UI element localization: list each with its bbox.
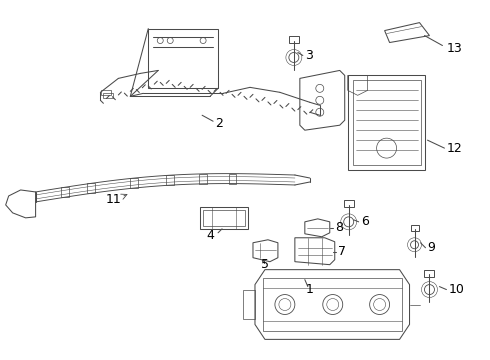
Text: 3: 3: [305, 49, 313, 62]
Text: 1: 1: [306, 283, 314, 296]
Bar: [411, 225, 418, 231]
Text: 11: 11: [105, 193, 121, 206]
Text: 4: 4: [206, 229, 214, 242]
Text: 2: 2: [215, 117, 223, 130]
Bar: [348, 75, 425, 170]
Text: 5: 5: [261, 258, 269, 271]
Bar: [424, 270, 435, 276]
Bar: [103, 93, 113, 98]
Text: 13: 13: [446, 42, 462, 55]
Bar: [101, 90, 111, 95]
Bar: [130, 178, 138, 188]
Bar: [200, 207, 248, 229]
Bar: [263, 278, 401, 332]
Text: 8: 8: [335, 221, 343, 234]
Bar: [243, 289, 255, 319]
Bar: [343, 200, 354, 207]
Bar: [289, 36, 299, 42]
Bar: [199, 174, 207, 184]
Bar: [87, 183, 96, 193]
Text: 10: 10: [448, 283, 465, 296]
Bar: [228, 174, 237, 184]
Text: 7: 7: [338, 245, 346, 258]
Bar: [166, 175, 174, 185]
Bar: [61, 187, 69, 197]
Text: 12: 12: [446, 141, 462, 155]
Text: 6: 6: [361, 215, 368, 228]
Bar: [203, 210, 245, 226]
Bar: [353, 80, 420, 165]
Text: 9: 9: [427, 241, 435, 254]
